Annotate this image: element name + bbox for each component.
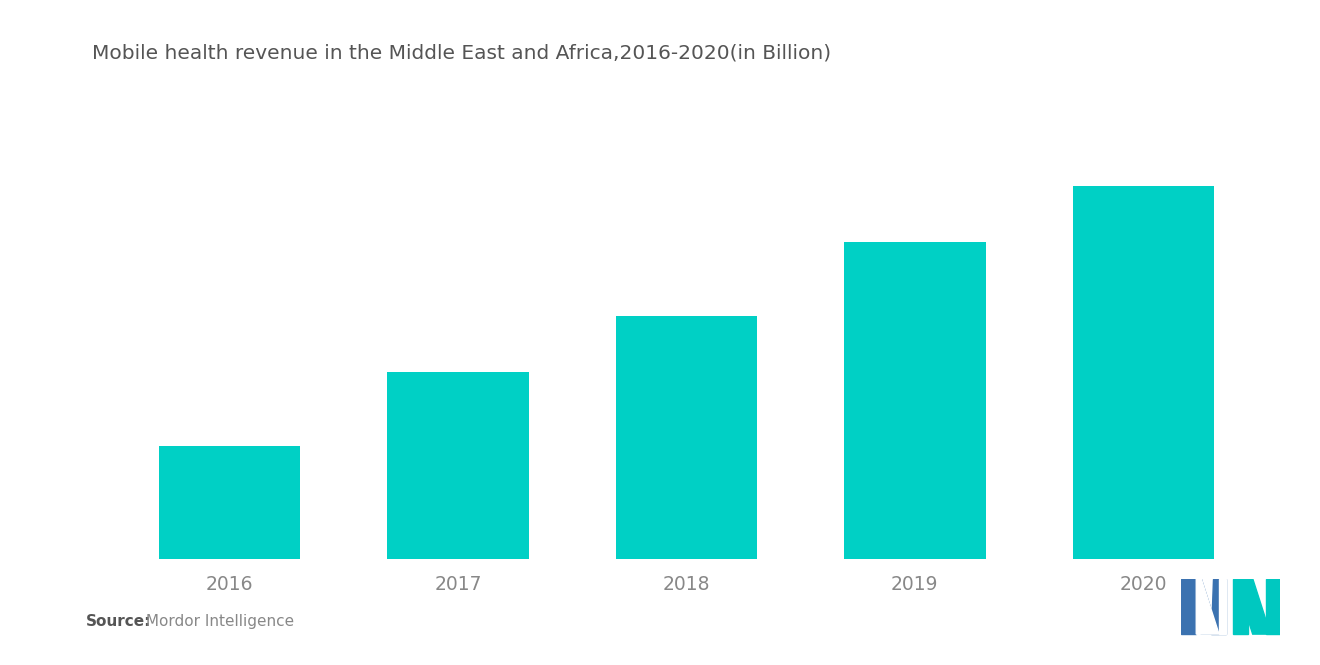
Bar [1072, 186, 1214, 559]
Bar [387, 372, 529, 559]
Bar [615, 316, 758, 559]
Text: Mobile health revenue in the Middle East and Africa,2016-2020(in Billion): Mobile health revenue in the Middle East… [92, 43, 832, 63]
Polygon shape [1233, 579, 1247, 634]
Polygon shape [1196, 579, 1220, 634]
Polygon shape [1181, 579, 1196, 634]
Polygon shape [1220, 579, 1226, 634]
Bar [843, 242, 986, 559]
Text: Mordor Intelligence: Mordor Intelligence [141, 614, 294, 629]
Polygon shape [1234, 579, 1270, 634]
Text: Source:: Source: [86, 614, 152, 629]
Bar [158, 446, 300, 559]
Polygon shape [1212, 579, 1226, 634]
Polygon shape [1184, 579, 1220, 634]
Polygon shape [1266, 579, 1280, 634]
